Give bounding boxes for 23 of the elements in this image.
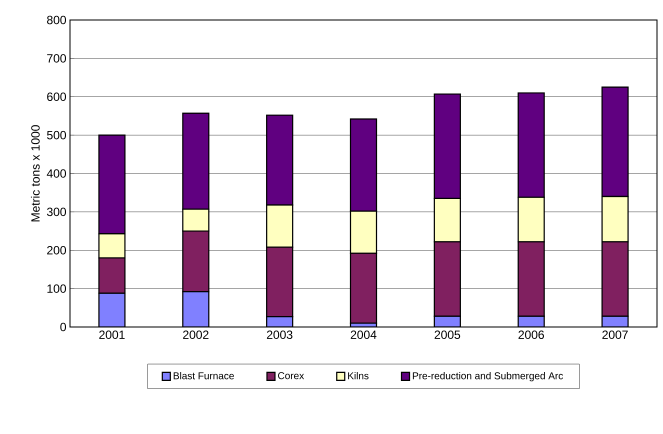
bar [182, 291, 210, 327]
bar [98, 292, 126, 327]
legend-label: Corex [278, 372, 304, 380]
legend-label: Pre-reduction and Submerged Arc [412, 372, 563, 382]
x-tick-label: 2001 [99, 330, 125, 339]
y-tick-label: 100 [47, 284, 66, 293]
y-tick-label: 600 [47, 92, 66, 101]
legend-label: Kilns [348, 372, 369, 380]
legend-label: Blast Furnace [174, 372, 234, 380]
y-tick-label: 700 [47, 54, 66, 63]
x-tick-label: 2007 [602, 330, 628, 339]
y-tick-label: 0 [60, 322, 66, 332]
y-tick-label: 200 [47, 246, 66, 254]
y-tick-label: 300 [46, 208, 66, 216]
y-tick-label: 400 [46, 169, 66, 178]
x-tick-label: 2002 [183, 330, 208, 339]
y-tick-label: 800 [47, 16, 66, 24]
y-tick-label: 500 [47, 130, 66, 140]
y-axis-title: Metric tons x 1000 [30, 125, 40, 222]
x-tick-label: 2006 [518, 330, 544, 339]
x-tick-label: 2004 [350, 330, 376, 339]
x-tick-label: 2003 [266, 330, 292, 339]
x-tick-label: 2005 [434, 330, 460, 339]
